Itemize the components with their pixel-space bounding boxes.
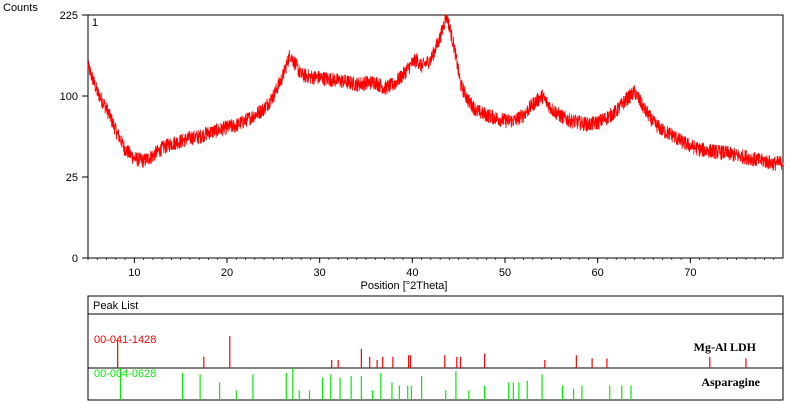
reference-2-label: Asparagine [701, 375, 760, 389]
peak-list-title: Peak List [93, 300, 138, 312]
y-axis: 0 25 100 225 [60, 10, 88, 265]
peak-list-panel: Peak List 00-041-1428 00-004-0628 Mg-Al … [87, 295, 784, 401]
y-axis-label: Counts [3, 2, 38, 14]
y-tick-label: 0 [72, 253, 78, 265]
x-tick-label: 70 [684, 267, 696, 279]
series-layer [87, 14, 784, 172]
scan-label: 1 [92, 17, 98, 29]
y-tick-label: 25 [66, 172, 78, 184]
x-axis-label: Position [°2Theta] [361, 280, 448, 292]
x-tick-label: 40 [406, 267, 418, 279]
xrd-pattern-panel: Counts 1 10 20 30 40 50 60 70 0 25 100 225 Positi… [3, 2, 784, 292]
y-tick-label: 225 [60, 10, 78, 22]
x-axis: 10 20 30 40 50 60 70 [87, 258, 775, 279]
xrd-trace [87, 14, 784, 172]
peak-list-frame [87, 295, 784, 401]
plot-frame [87, 14, 784, 259]
x-tick-label: 10 [128, 267, 140, 279]
reference-2-code: 00-004-0628 [94, 368, 156, 380]
reference-1-label: Mg-Al LDH [694, 340, 757, 354]
x-tick-label: 60 [592, 267, 604, 279]
reference-1-code: 00-041-1428 [94, 334, 156, 346]
x-tick-label: 20 [221, 267, 233, 279]
y-tick-label: 100 [60, 91, 78, 103]
x-tick-label: 30 [314, 267, 326, 279]
peak-bars-layer [117, 336, 747, 400]
x-tick-label: 50 [499, 267, 511, 279]
